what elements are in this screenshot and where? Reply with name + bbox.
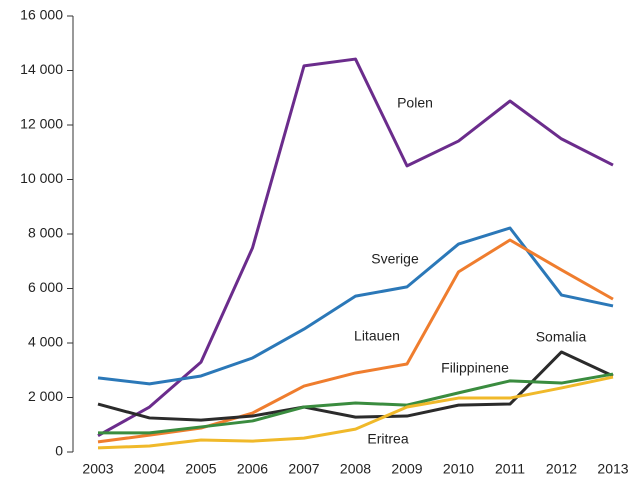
x-tick-label: 2009 (391, 461, 422, 477)
series-label: Filippinene (441, 360, 509, 376)
y-tick-label: 4 000 (28, 334, 63, 350)
y-tick-label: 10 000 (20, 170, 63, 186)
y-tick-label: 6 000 (28, 279, 63, 295)
series-label: Sverige (371, 251, 419, 267)
x-tick-label: 2011 (495, 461, 525, 477)
series-label: Somalia (536, 329, 587, 345)
x-tick-label: 2003 (82, 461, 113, 477)
x-tick-label: 2013 (597, 461, 628, 477)
line (97, 57, 614, 437)
series-label: Eritrea (367, 431, 408, 447)
line (97, 350, 614, 422)
y-tick-label: 14 000 (20, 61, 63, 77)
y-tick-label: 2 000 (28, 388, 63, 404)
line (97, 375, 614, 450)
y-tick-label: 8 000 (28, 225, 63, 241)
y-tick-label: 12 000 (20, 116, 63, 132)
x-tick-label: 2008 (340, 461, 371, 477)
x-tick-label: 2005 (185, 461, 216, 477)
series-label: Litauen (354, 328, 400, 344)
y-tick-label: 16 000 (20, 7, 63, 23)
x-tick-label: 2006 (237, 461, 268, 477)
x-tick-label: 2012 (546, 461, 577, 477)
line (97, 226, 614, 386)
line (98, 372, 614, 435)
x-tick-label: 2010 (443, 461, 474, 477)
series-label: Polen (397, 95, 433, 111)
x-tick-label: 2007 (288, 461, 319, 477)
y-tick-label: 0 (55, 443, 63, 459)
x-tick-label: 2004 (134, 461, 165, 477)
